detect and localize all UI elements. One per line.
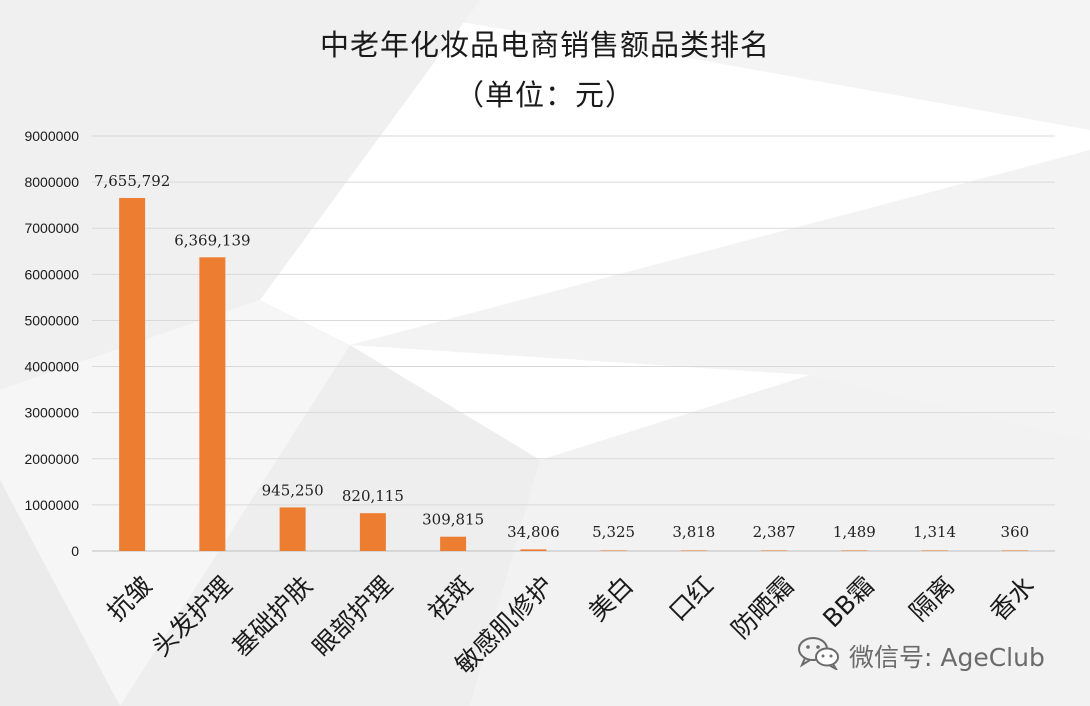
y-axis-ticks: 0 1000000 2000000 3000000 4000000 5000000 6000…	[24, 128, 79, 559]
data-label: 2,387	[753, 523, 796, 541]
bar	[1001, 550, 1028, 551]
y-tick-label: 8000000	[24, 174, 79, 190]
y-tick-label: 5000000	[24, 312, 79, 328]
y-tick-label: 3000000	[24, 405, 79, 421]
y-tick-label: 1000000	[24, 497, 79, 513]
chart-subtitle: （单位：元）	[454, 78, 635, 112]
data-label: 34,806	[507, 523, 560, 541]
data-label: 3,818	[672, 523, 715, 541]
data-label: 7,655,792	[94, 172, 170, 190]
chart-title: 中老年化妆品电商销售额品类排名	[319, 28, 770, 62]
data-label: 6,369,139	[174, 231, 250, 249]
bar	[680, 550, 707, 551]
data-label: 309,815	[422, 511, 484, 529]
bar	[359, 513, 386, 551]
bar	[119, 197, 146, 552]
data-label: 1,489	[833, 523, 876, 541]
watermark: 微信号: AgeClub	[797, 636, 1045, 676]
bar	[600, 550, 627, 551]
data-label: 5,325	[592, 523, 635, 541]
bar	[520, 549, 547, 551]
y-tick-label: 7000000	[24, 220, 79, 236]
bar	[921, 550, 948, 551]
y-tick-label: 6000000	[24, 266, 79, 282]
bar	[199, 257, 226, 551]
bar	[841, 550, 868, 551]
data-label: 1,314	[913, 523, 956, 541]
y-tick-label: 0	[71, 543, 79, 559]
y-tick-label: 2000000	[24, 451, 79, 467]
y-tick-label: 9000000	[24, 128, 79, 144]
bar	[440, 536, 467, 551]
data-label: 945,250	[262, 481, 324, 499]
y-tick-label: 4000000	[24, 359, 79, 375]
data-label: 360	[1001, 523, 1030, 541]
bar	[761, 550, 788, 551]
bars	[119, 197, 1028, 552]
data-labels: 7,655,792 6,369,139 945,250 820,115 309,815 3…	[94, 172, 1029, 541]
bar	[279, 507, 306, 551]
watermark-text: 微信号: AgeClub	[849, 643, 1045, 672]
data-label: 820,115	[342, 487, 404, 505]
wechat-icon	[797, 636, 841, 676]
gridlines	[92, 135, 1055, 552]
